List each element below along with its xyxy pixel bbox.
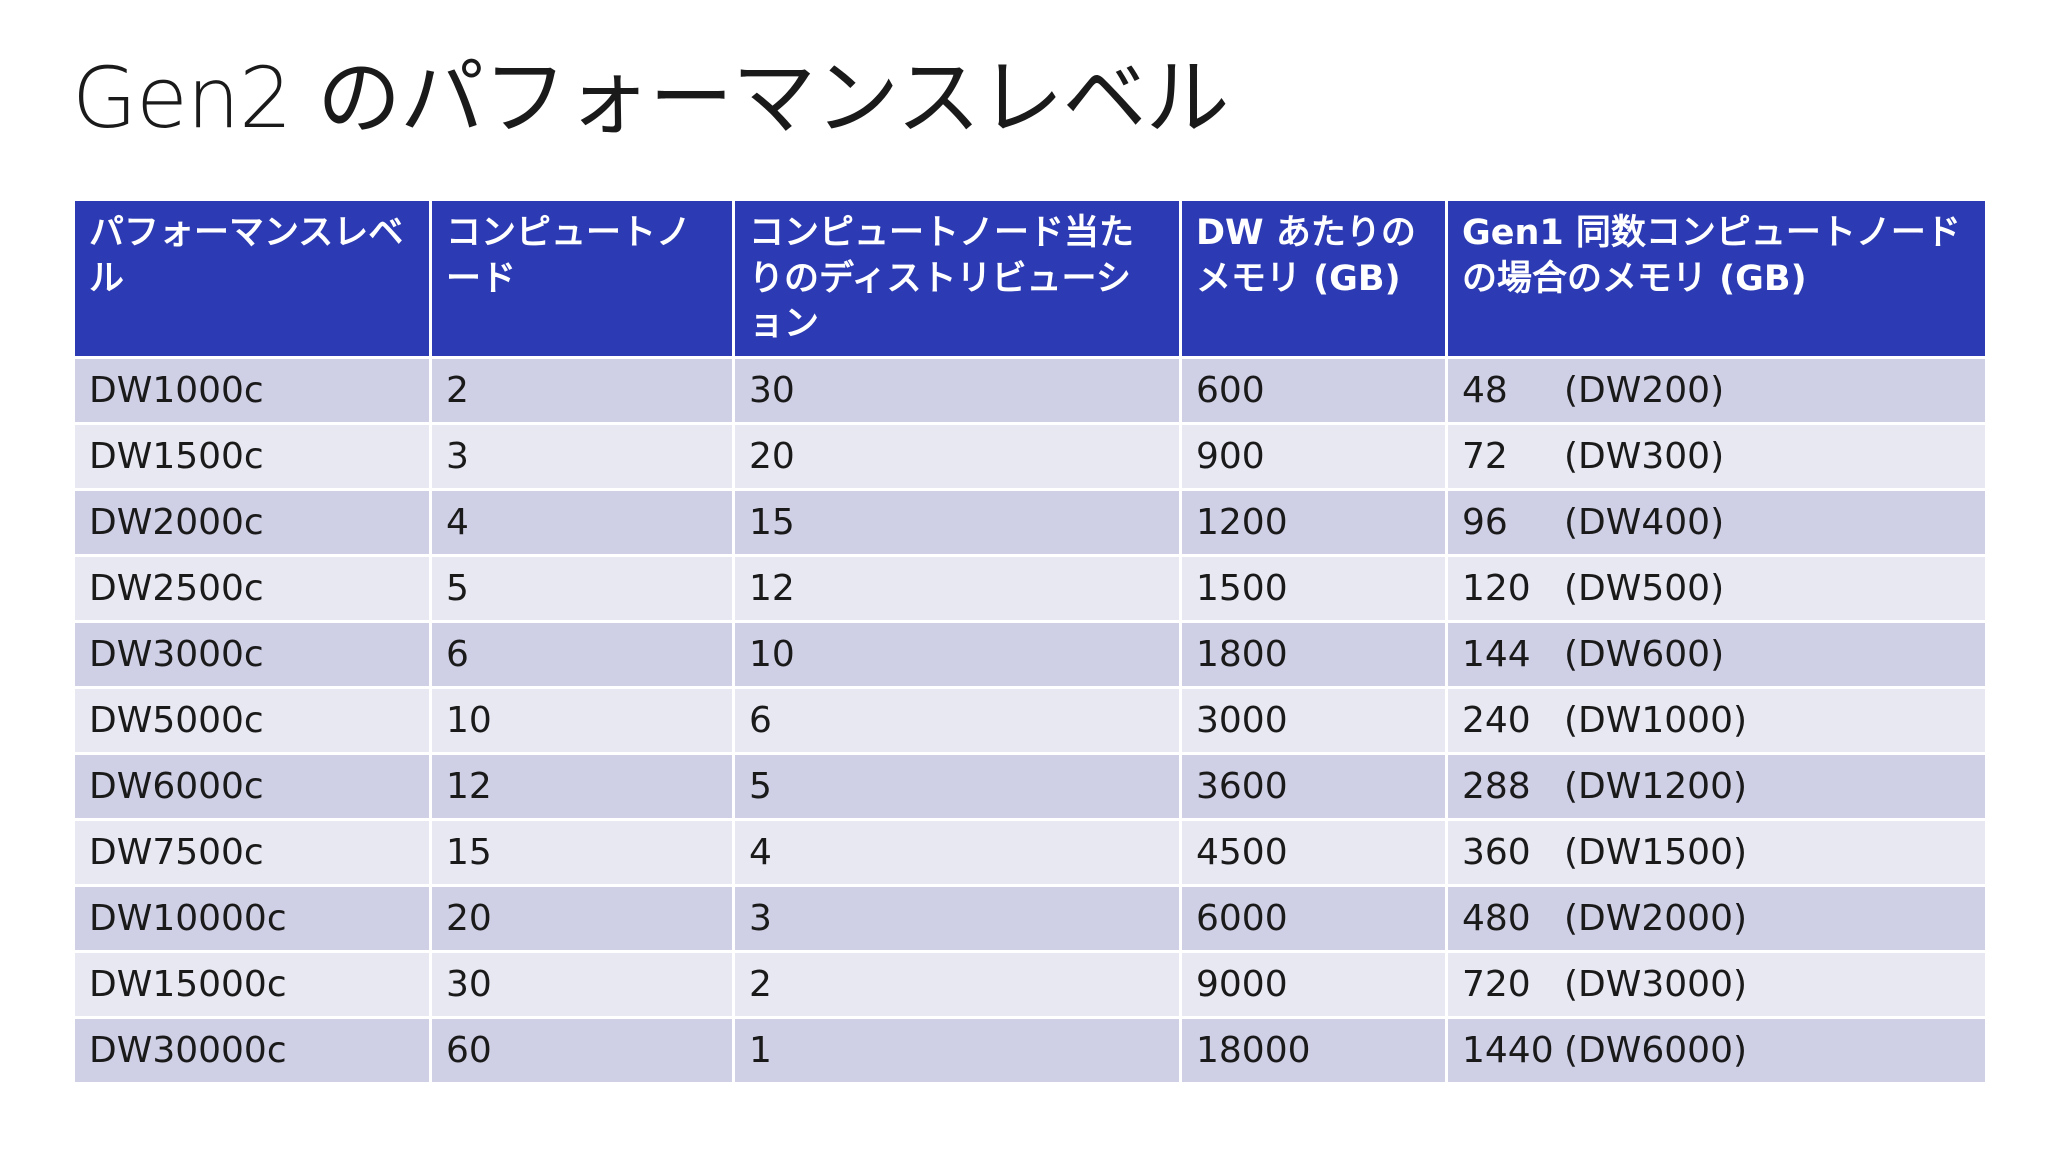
gen1-memory-value: 96 [1462,501,1508,543]
cell-compute-nodes: 12 [432,754,732,818]
header-performance-level: パフォーマンスレベル [75,201,429,356]
gen1-memory-value: 360 [1462,831,1531,873]
gen1-equivalent-level: (DW500) [1564,567,1725,609]
cell-compute-nodes: 3 [432,424,732,488]
cell-distributions-per-node: 4 [735,820,1179,884]
cell-distributions-per-node: 20 [735,424,1179,488]
cell-distributions-per-node: 10 [735,622,1179,686]
cell-gen1-memory: 72 (DW300) [1448,424,1985,488]
cell-performance-level: DW1000c [75,358,429,422]
cell-gen1-memory: 144 (DW600) [1448,622,1985,686]
cell-performance-level: DW2000c [75,490,429,554]
slide-title: Gen2 のパフォーマンスレベル [72,49,1229,147]
header-gen1-memory: Gen1 同数コンピュートノードの場合のメモリ (GB) [1448,201,1985,356]
header-distributions-per-node: コンピュートノード当たりのディストリビューション [735,201,1179,356]
cell-compute-nodes: 60 [432,1018,732,1082]
cell-distributions-per-node: 30 [735,358,1179,422]
gen1-memory-value: 72 [1462,435,1508,477]
cell-distributions-per-node: 12 [735,556,1179,620]
cell-memory-per-dw: 3000 [1182,688,1445,752]
performance-level-table: パフォーマンスレベル コンピュートノード コンピュートノード当たりのディストリビ… [72,198,1988,1085]
table-row: DW2000c 4 15 1200 96 (DW400) [75,490,1985,554]
gen1-memory-value: 120 [1462,567,1531,609]
cell-performance-level: DW15000c [75,952,429,1016]
cell-distributions-per-node: 3 [735,886,1179,950]
cell-distributions-per-node: 5 [735,754,1179,818]
cell-gen1-memory: 96 (DW400) [1448,490,1985,554]
cell-distributions-per-node: 2 [735,952,1179,1016]
cell-compute-nodes: 30 [432,952,732,1016]
table-row: DW30000c 60 1 18000 1440 (DW6000) [75,1018,1985,1082]
cell-performance-level: DW3000c [75,622,429,686]
cell-distributions-per-node: 15 [735,490,1179,554]
table-row: DW1500c 3 20 900 72 (DW300) [75,424,1985,488]
cell-memory-per-dw: 600 [1182,358,1445,422]
cell-performance-level: DW30000c [75,1018,429,1082]
cell-memory-per-dw: 3600 [1182,754,1445,818]
gen1-equivalent-level: (DW400) [1564,501,1725,543]
cell-distributions-per-node: 1 [735,1018,1179,1082]
table-row: DW3000c 6 10 1800 144 (DW600) [75,622,1985,686]
cell-memory-per-dw: 18000 [1182,1018,1445,1082]
cell-compute-nodes: 15 [432,820,732,884]
table-header: パフォーマンスレベル コンピュートノード コンピュートノード当たりのディストリビ… [75,201,1985,356]
table-row: DW7500c 15 4 4500 360 (DW1500) [75,820,1985,884]
gen1-equivalent-level: (DW1200) [1564,765,1748,807]
gen1-memory-value: 1440 [1462,1029,1554,1071]
table-row: DW10000c 20 3 6000 480 (DW2000) [75,886,1985,950]
gen1-memory-value: 480 [1462,897,1531,939]
cell-compute-nodes: 20 [432,886,732,950]
header-row: パフォーマンスレベル コンピュートノード コンピュートノード当たりのディストリビ… [75,201,1985,356]
table-row: DW15000c 30 2 9000 720 (DW3000) [75,952,1985,1016]
cell-performance-level: DW6000c [75,754,429,818]
gen1-equivalent-level: (DW6000) [1564,1029,1748,1071]
cell-distributions-per-node: 6 [735,688,1179,752]
cell-gen1-memory: 1440 (DW6000) [1448,1018,1985,1082]
gen1-memory-value: 144 [1462,633,1531,675]
gen1-equivalent-level: (DW300) [1564,435,1725,477]
gen1-memory-value: 48 [1462,369,1508,411]
cell-compute-nodes: 4 [432,490,732,554]
cell-gen1-memory: 48 (DW200) [1448,358,1985,422]
cell-gen1-memory: 720 (DW3000) [1448,952,1985,1016]
cell-memory-per-dw: 900 [1182,424,1445,488]
cell-compute-nodes: 2 [432,358,732,422]
cell-performance-level: DW7500c [75,820,429,884]
table-row: DW5000c 10 6 3000 240 (DW1000) [75,688,1985,752]
cell-compute-nodes: 6 [432,622,732,686]
cell-memory-per-dw: 9000 [1182,952,1445,1016]
cell-compute-nodes: 10 [432,688,732,752]
cell-gen1-memory: 120 (DW500) [1448,556,1985,620]
table-row: DW6000c 12 5 3600 288 (DW1200) [75,754,1985,818]
header-memory-per-dw: DW あたりのメモリ (GB) [1182,201,1445,356]
header-compute-nodes: コンピュートノード [432,201,732,356]
cell-memory-per-dw: 6000 [1182,886,1445,950]
table-body: DW1000c 2 30 600 48 (DW200) DW1500c 3 20 900 72 (DW… [75,358,1985,1082]
cell-memory-per-dw: 4500 [1182,820,1445,884]
cell-memory-per-dw: 1200 [1182,490,1445,554]
cell-gen1-memory: 480 (DW2000) [1448,886,1985,950]
cell-gen1-memory: 288 (DW1200) [1448,754,1985,818]
cell-gen1-memory: 240 (DW1000) [1448,688,1985,752]
cell-memory-per-dw: 1500 [1182,556,1445,620]
gen1-memory-value: 720 [1462,963,1531,1005]
gen1-equivalent-level: (DW2000) [1564,897,1748,939]
cell-performance-level: DW2500c [75,556,429,620]
table-row: DW2500c 5 12 1500 120 (DW500) [75,556,1985,620]
cell-performance-level: DW1500c [75,424,429,488]
cell-performance-level: DW10000c [75,886,429,950]
gen1-equivalent-level: (DW3000) [1564,963,1748,1005]
cell-performance-level: DW5000c [75,688,429,752]
gen1-equivalent-level: (DW1000) [1564,699,1748,741]
cell-gen1-memory: 360 (DW1500) [1448,820,1985,884]
cell-compute-nodes: 5 [432,556,732,620]
gen1-equivalent-level: (DW200) [1564,369,1725,411]
gen1-memory-value: 240 [1462,699,1531,741]
gen1-equivalent-level: (DW1500) [1564,831,1748,873]
cell-memory-per-dw: 1800 [1182,622,1445,686]
table-row: DW1000c 2 30 600 48 (DW200) [75,358,1985,422]
gen1-equivalent-level: (DW600) [1564,633,1725,675]
gen1-memory-value: 288 [1462,765,1531,807]
